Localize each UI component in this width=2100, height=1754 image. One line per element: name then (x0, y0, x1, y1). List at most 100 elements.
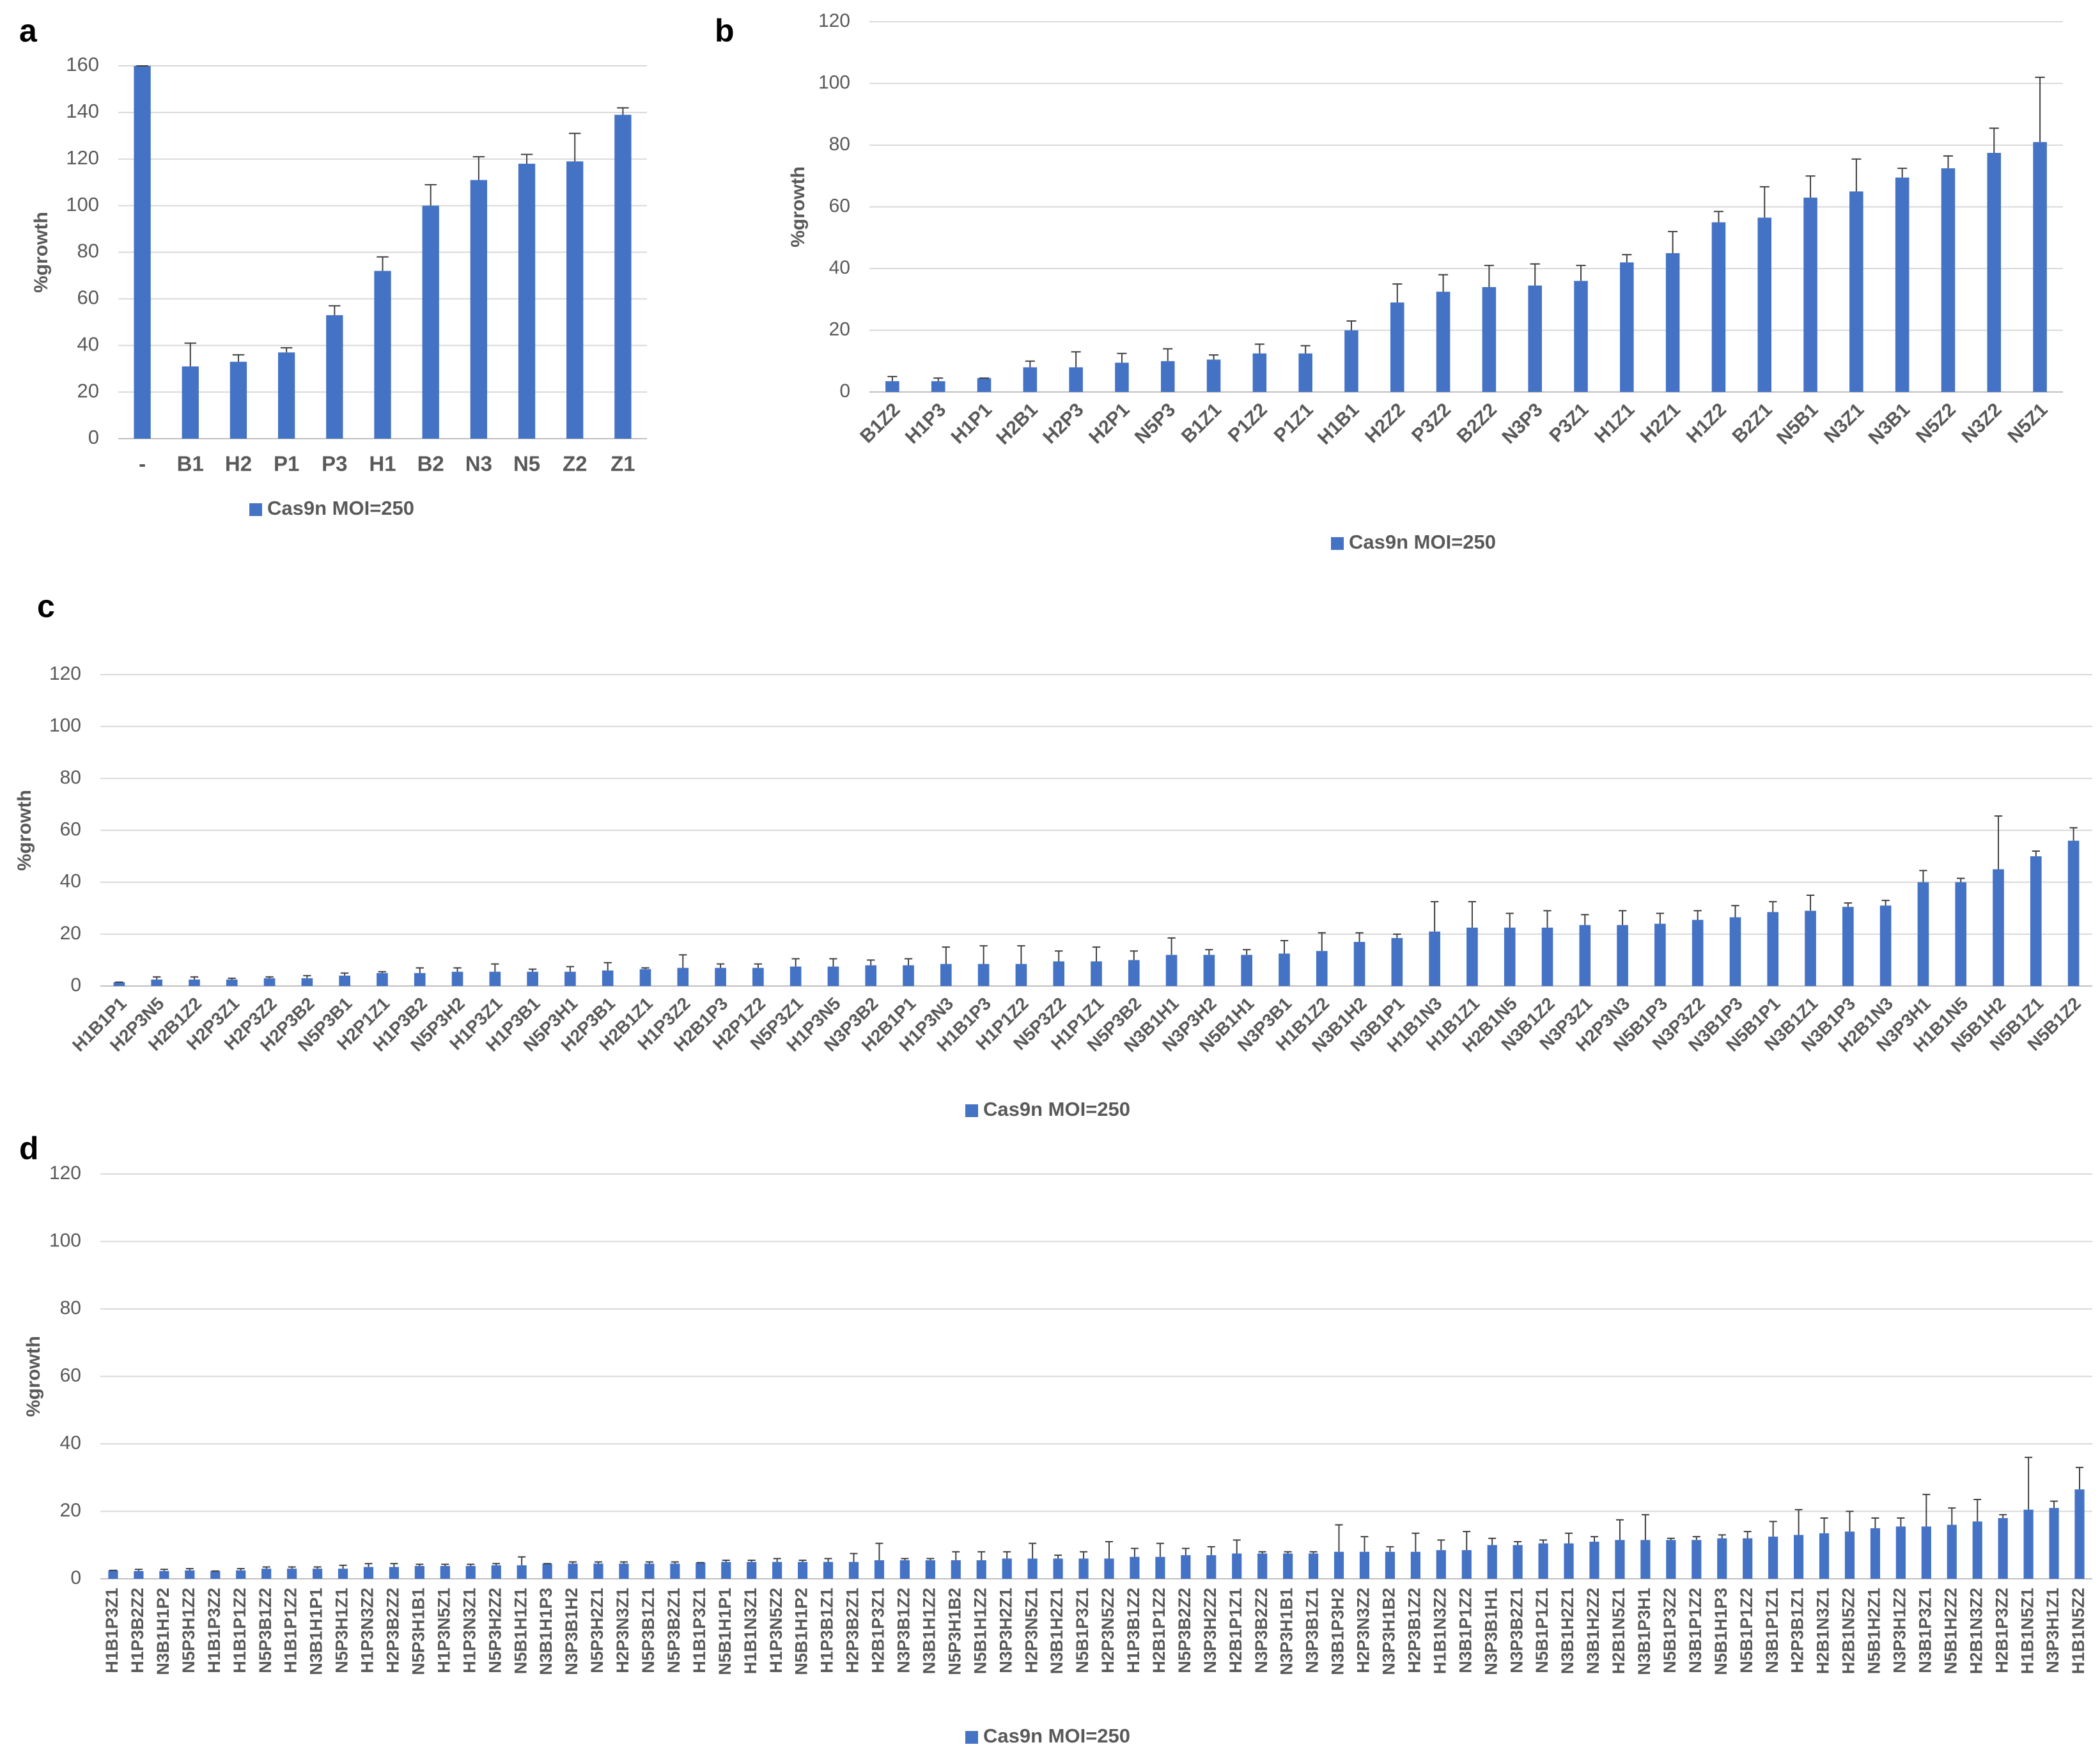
x-tick-label: H2P3B1Z1 (1788, 1588, 1807, 1673)
error-bar (1309, 1551, 1318, 1554)
bar (1717, 1538, 1727, 1579)
x-tick-label: H1Z1 (1591, 399, 1638, 447)
x-tick-label: B1Z1 (1178, 399, 1225, 447)
error-bar (1386, 1546, 1394, 1552)
error-bar (773, 1558, 781, 1562)
y-tick-label: 60 (60, 818, 81, 840)
error-bar (1105, 1540, 1113, 1559)
error-bar (2069, 827, 2078, 841)
bar (977, 378, 992, 392)
error-bar (441, 1563, 449, 1566)
bar (619, 1563, 629, 1579)
bar (226, 979, 238, 986)
error-bar (340, 972, 349, 976)
error-bar (528, 968, 537, 972)
x-tick-label: N5B1H1P3 (1711, 1588, 1731, 1675)
bar (1803, 198, 1817, 392)
bar (312, 1569, 323, 1579)
bar (1654, 923, 1666, 986)
bar (1729, 917, 1741, 986)
bar (1793, 1535, 1804, 1579)
x-tick-label: N5B1H1P2 (792, 1588, 811, 1675)
x-tick-label: N3P3H2Z2 (1201, 1588, 1220, 1673)
y-tick-label: 0 (88, 426, 99, 448)
error-bar (1412, 1532, 1420, 1552)
bar (1104, 1558, 1114, 1579)
error-bar (1167, 937, 1176, 955)
x-tick-label: N5P3B1Z1 (639, 1588, 658, 1673)
bar (677, 967, 689, 986)
x-tick-label: N3Z1 (1820, 399, 1868, 447)
bar (1620, 262, 1634, 392)
bar (721, 1562, 731, 1579)
bar (1069, 367, 1083, 392)
bar (1617, 925, 1628, 986)
x-tick-label: N5B1H2Z2 (1941, 1588, 1960, 1674)
error-bar (1943, 155, 1954, 169)
error-bar (492, 1563, 501, 1565)
bar (789, 966, 802, 986)
error-bar (1881, 900, 1890, 906)
error-bar (1897, 1517, 1905, 1527)
bar (1666, 1540, 1676, 1579)
error-bar (424, 184, 437, 206)
bar (527, 971, 538, 986)
bar (326, 315, 343, 439)
error-bar (1565, 1532, 1573, 1544)
x-tick-label: N5P3B2Z2 (1175, 1588, 1194, 1673)
bar (1165, 955, 1178, 986)
bar (1917, 882, 1929, 986)
bar (277, 352, 295, 439)
y-tick-label: 120 (49, 663, 81, 684)
error-bar (1973, 1499, 1982, 1522)
bar (1078, 1558, 1089, 1579)
error-bar (1360, 1536, 1369, 1552)
bar (465, 1565, 476, 1579)
error-bar (1163, 348, 1173, 361)
error-bar (1003, 1551, 1011, 1559)
bar (159, 1570, 169, 1579)
x-tick-label: Z2 (563, 452, 587, 476)
error-bar (1718, 1534, 1726, 1539)
x-tick-label: N3B1H2Z2 (1583, 1588, 1603, 1674)
error-bar (926, 1558, 935, 1560)
y-tick-label: 120 (818, 10, 850, 31)
bar (644, 1563, 655, 1579)
x-tick-label: N3B1H1Z2 (919, 1588, 938, 1674)
bar (639, 969, 651, 986)
error-bar (617, 107, 629, 115)
bar (374, 270, 391, 439)
x-tick-label: N3B1 (1865, 399, 1915, 449)
error-bar (887, 375, 898, 382)
bar (1564, 1543, 1574, 1579)
bar (1615, 1540, 1625, 1579)
bar (772, 1562, 782, 1579)
error-bar (184, 342, 196, 367)
x-tick-label: H2P3N5Z2 (1098, 1588, 1117, 1673)
error-bar (313, 1566, 322, 1569)
x-tick-label: B1 (177, 452, 204, 476)
legend-swatch (965, 1731, 978, 1744)
x-tick-label: N3P3H1Z1 (2043, 1588, 2062, 1673)
error-bar (185, 1568, 194, 1570)
bar (931, 381, 945, 392)
x-tick-label: H1B1N3Z1 (741, 1588, 760, 1674)
x-tick-label: H1P3N5Z2 (766, 1588, 786, 1673)
y-tick-label: 120 (66, 146, 99, 169)
error-bar (867, 959, 875, 966)
bar (1849, 191, 1863, 392)
bar (1391, 937, 1403, 986)
x-tick-label: N3P3H1B2 (1380, 1588, 1399, 1675)
x-tick-label: N3P3B1H1 (1481, 1588, 1500, 1675)
bar (1589, 1541, 1599, 1579)
error-bar (416, 967, 424, 973)
x-tick-label: B2Z1 (1729, 399, 1777, 447)
error-bar (390, 1563, 398, 1567)
x-tick-label: N5B1P1Z1 (1532, 1588, 1552, 1673)
bar (903, 965, 914, 986)
y-tick-label: 60 (77, 286, 99, 309)
y-tick-label: 120 (49, 1163, 81, 1184)
error-bar (1055, 950, 1063, 962)
